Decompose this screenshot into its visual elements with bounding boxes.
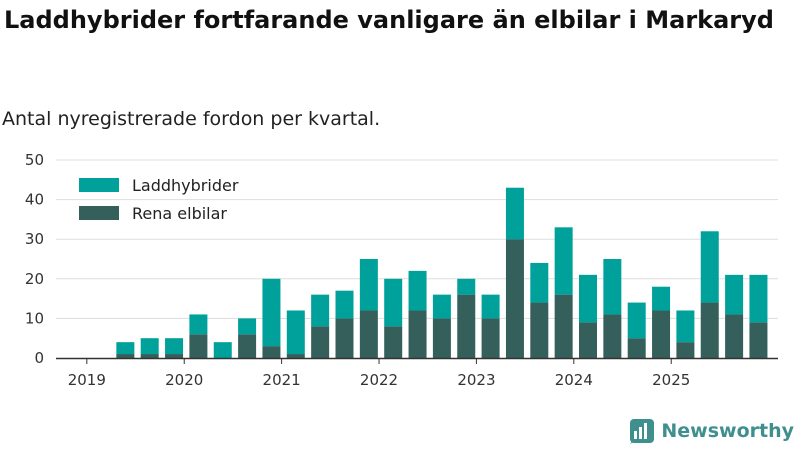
bar-electric-2024-q2 [603,314,622,358]
chart-title: Laddhybrider fortfarande vanligare än el… [4,6,774,34]
y-tick-label: 40 [25,191,44,209]
bar-electric-2022-q1 [384,326,403,358]
newsworthy-logo-icon [630,419,655,444]
bar-hybrid-2025-q2 [700,231,719,303]
bar-electric-2019-q4 [165,354,184,358]
bar-electric-2020-q4 [262,346,281,358]
bar-hybrid-2024-q4 [652,286,671,311]
bar-hybrid-2023-q1 [481,294,500,319]
bar-hybrid-2020-q1 [189,314,208,335]
bar-hybrid-2020-q3 [238,318,257,335]
legend-swatch-hybrid [79,178,119,192]
bar-hybrid-2022-q2 [408,270,427,311]
brand-logo: Newsworthy [629,418,794,444]
x-tick-label: 2021 [263,371,301,389]
bar-hybrid-2020-q4 [262,278,281,347]
bar-electric-2024-q3 [627,338,646,358]
bar-electric-2020-q1 [189,334,208,358]
bar-hybrid-2021-q4 [359,259,378,311]
legend-label-electric: Rena elbilar [132,204,227,223]
bar-hybrid-2024-q2 [603,259,622,315]
bar-electric-2019-q3 [140,354,159,358]
bar-chart: 0 10 20 30 40 50 2019 2020 2021 2022 2023 2024 2025 L… [25,151,778,389]
bar-hybrid-2019-q2 [116,342,135,355]
bar-hybrid-2019-q4 [165,338,184,355]
bar-electric-2020-q3 [238,334,257,358]
y-tick-label: 10 [25,309,44,327]
bar-electric-2023-q4 [554,294,573,358]
bar-hybrid-2023-q4 [554,227,573,295]
bar-hybrid-2021-q2 [311,294,330,327]
bar-electric-2021-q1 [286,354,305,358]
bar-hybrid-2019-q3 [140,338,159,355]
x-tick-label: 2019 [68,371,106,389]
bar-hybrid-2024-q3 [627,302,646,339]
legend-swatch-electric [79,206,119,220]
legend-label-hybrid: Laddhybrider [132,176,239,195]
bar-hybrid-2025-q3 [725,274,744,315]
bar-hybrid-2025-q1 [676,310,695,343]
bar-electric-2024-q4 [652,310,671,358]
y-tick-label: 50 [25,151,44,169]
bar-hybrid-2024-q1 [579,274,597,323]
bar-hybrid-2025-q4 [749,274,768,323]
bar-hybrid-2022-q4 [457,278,476,295]
y-tick-label: 30 [25,230,44,248]
y-tick-label: 20 [25,270,44,288]
chart-subtitle: Antal nyregistrerade fordon per kvartal. [2,108,381,130]
bar-hybrid-2020-q2 [213,342,232,358]
bar-electric-2022-q2 [408,310,427,358]
bar-electric-2024-q1 [579,322,597,358]
bar-electric-2023-q3 [530,302,549,358]
bar-hybrid-2023-q2 [505,187,524,240]
x-tick-label: 2022 [360,371,398,389]
bar-electric-2025-q2 [700,302,719,358]
bar-electric-2022-q4 [457,294,476,358]
bar-electric-2021-q2 [311,326,330,358]
bar-electric-2025-q3 [725,314,744,358]
x-tick-label: 2023 [457,371,495,389]
brand-name: Newsworthy [661,420,794,442]
bar-electric-2021-q3 [335,318,354,358]
x-tick-label: 2020 [165,371,203,389]
bar-hybrid-2021-q3 [335,290,354,319]
x-tick-label: 2024 [555,371,593,389]
bar-electric-2022-q3 [432,318,451,358]
bar-electric-2023-q1 [481,318,500,358]
bar-electric-2023-q2 [505,239,524,358]
bar-electric-2025-q1 [676,342,695,358]
bar-electric-2025-q4 [749,322,768,358]
x-tick-label: 2025 [652,371,690,389]
bar-hybrid-2023-q3 [530,262,549,303]
bar-hybrid-2022-q3 [432,294,451,319]
bar-electric-2021-q4 [359,310,378,358]
bar-electric-2019-q2 [116,354,135,358]
y-tick-label: 0 [34,349,44,367]
bar-hybrid-2021-q1 [286,310,305,355]
bar-hybrid-2022-q1 [384,278,403,327]
